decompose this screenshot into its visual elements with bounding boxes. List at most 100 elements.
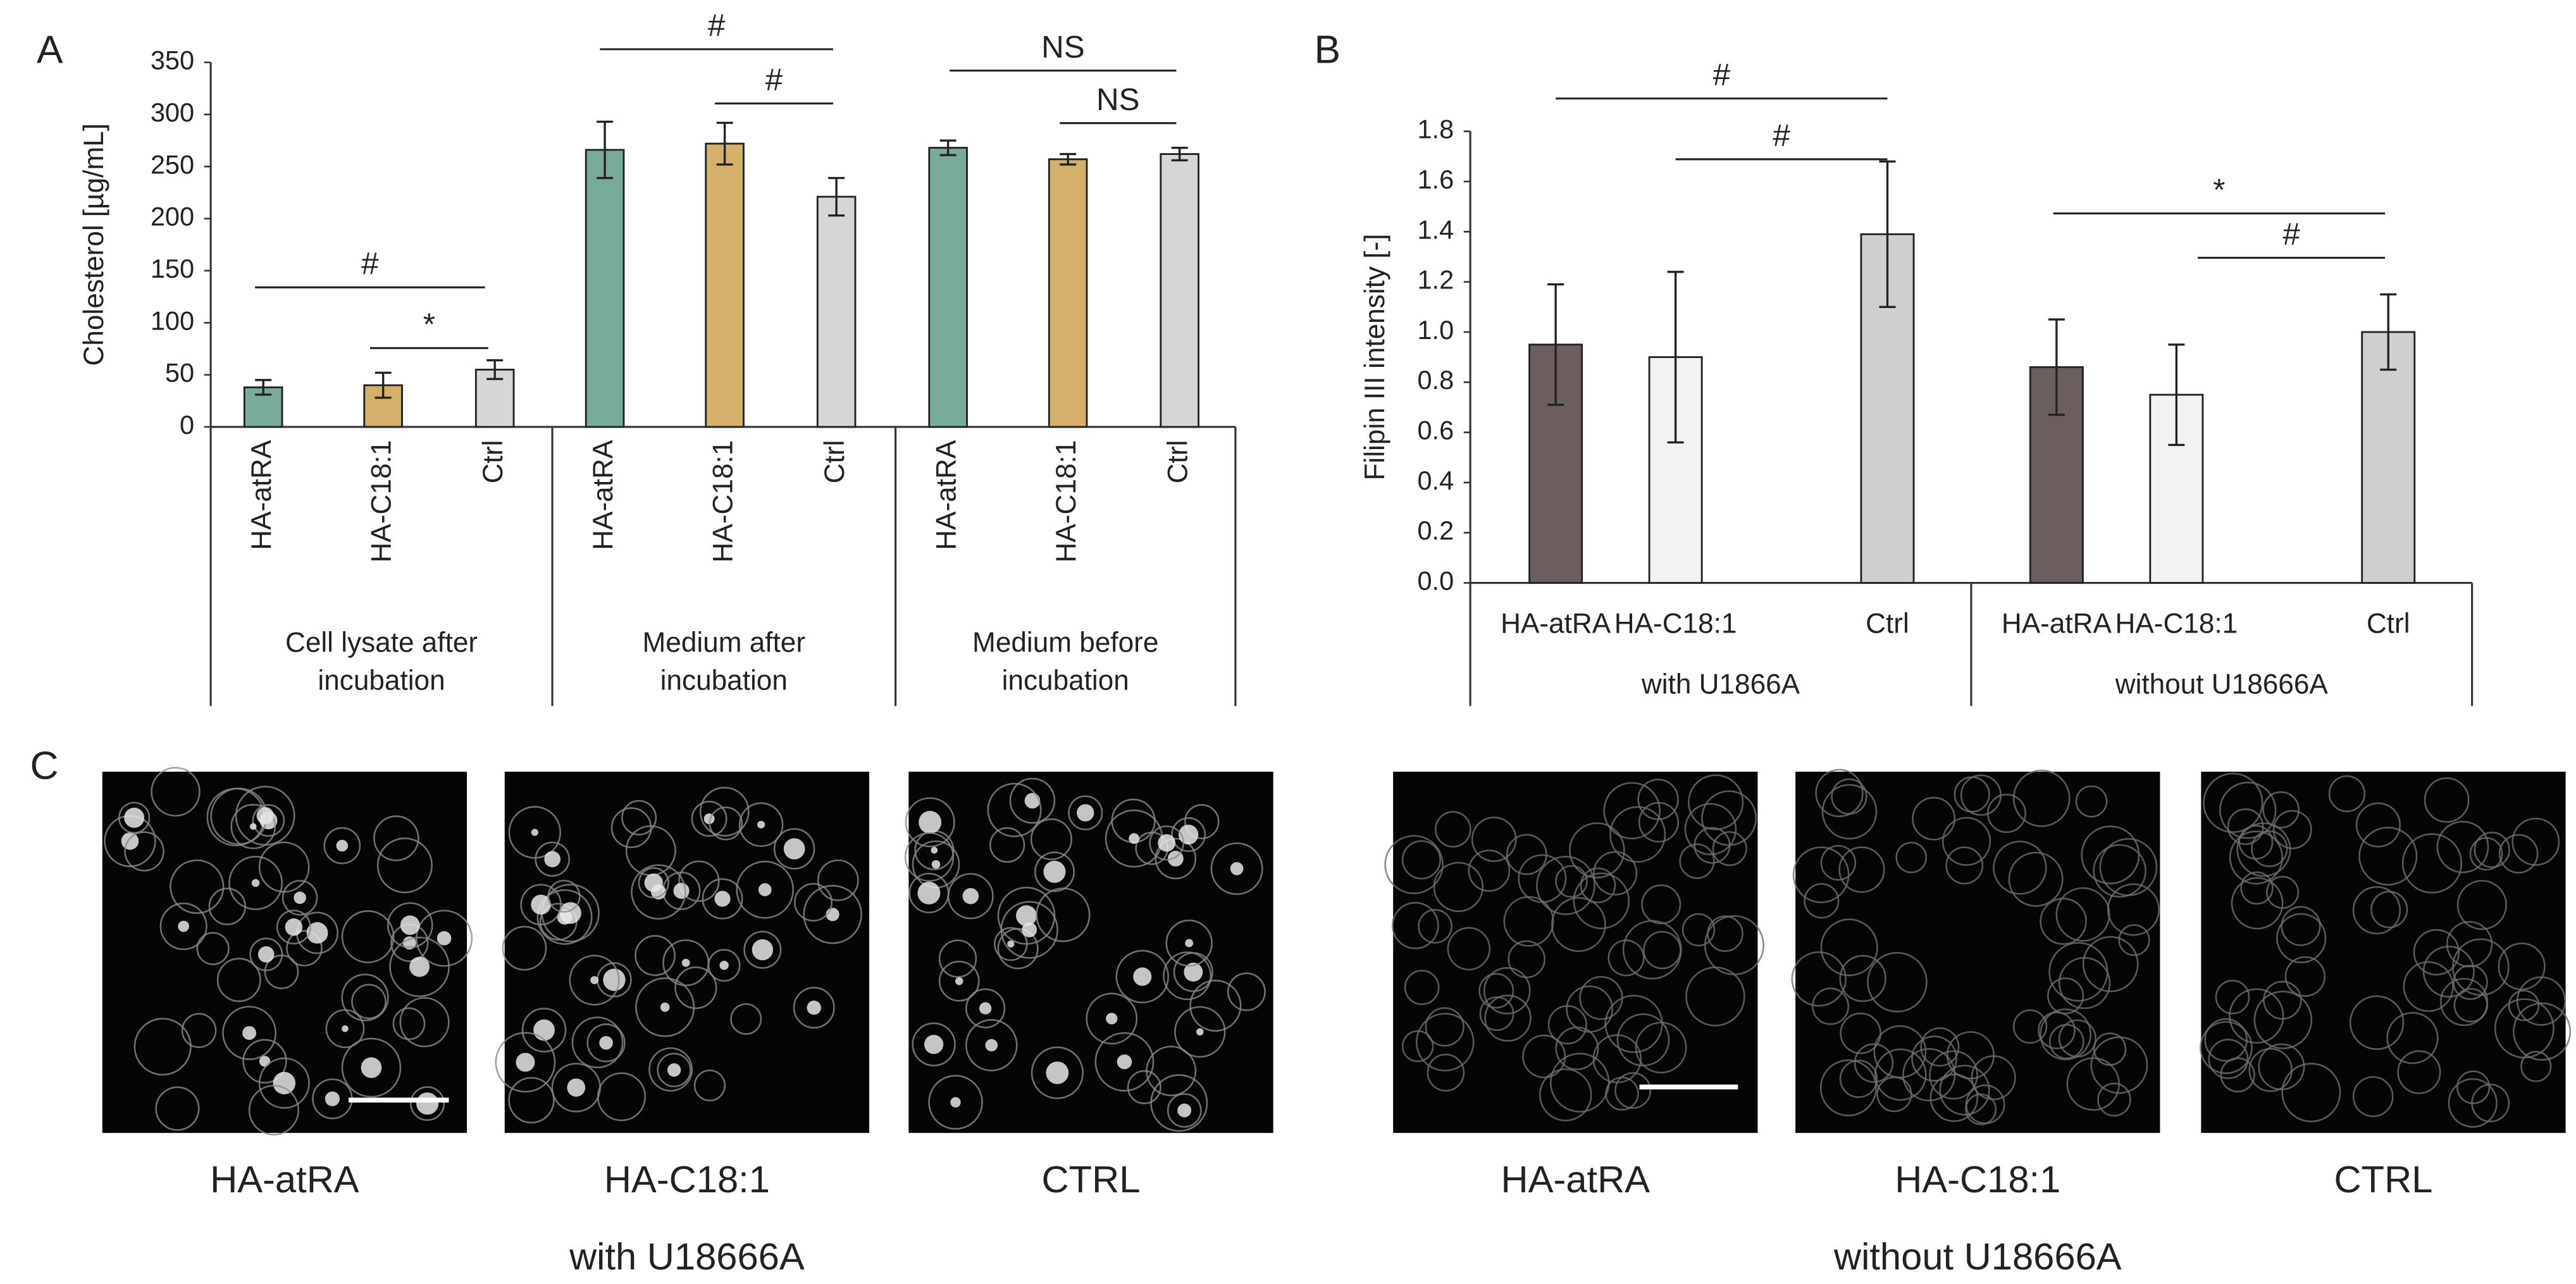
cell: [2058, 957, 2111, 1009]
cell: [1127, 1070, 1161, 1104]
vesicle: [673, 882, 690, 899]
cell: [2403, 961, 2454, 1012]
y-tick-label: 300: [151, 97, 194, 127]
significance-label: NS: [1041, 30, 1085, 65]
cell: [1483, 967, 1531, 1015]
bar: [585, 149, 625, 428]
vesicle: [516, 1053, 535, 1072]
cell: [709, 806, 743, 841]
cell: [938, 960, 980, 1002]
cell: [1401, 840, 1441, 880]
cell: [508, 1077, 555, 1124]
vesicle: [667, 1063, 681, 1077]
cell: [1792, 846, 1850, 903]
cell: [228, 856, 283, 910]
cell: [1549, 1053, 1610, 1113]
cell: [151, 767, 201, 817]
vesicle: [1129, 833, 1140, 844]
image-label: HA-C18:1: [604, 1158, 770, 1201]
group-label: without U18666A: [1833, 1235, 2122, 1278]
cell: [905, 797, 955, 848]
cell: [1478, 973, 1514, 1009]
cell: [2203, 772, 2263, 833]
y-tick-label: 50: [165, 358, 194, 388]
panel-letter: C: [30, 744, 59, 787]
cell: [2253, 991, 2313, 1049]
cell: [1819, 1059, 1877, 1116]
vesicle: [285, 918, 303, 936]
cell: [2248, 1047, 2293, 1092]
cell: [1941, 817, 1991, 866]
cell: [2498, 834, 2539, 874]
cell: [928, 1075, 983, 1130]
vesicle: [437, 931, 452, 946]
cell: [1911, 1035, 1957, 1082]
cell: [904, 832, 955, 882]
cell: [1210, 842, 1263, 895]
cell: [341, 1037, 402, 1098]
cell: [631, 864, 686, 920]
bar: [705, 142, 745, 428]
cell: [702, 878, 743, 920]
cell: [1150, 1074, 1208, 1132]
cell: [2272, 810, 2312, 849]
cell: [1920, 1027, 1960, 1067]
cell: [216, 958, 261, 1003]
x-tick-label: HA-C18:1: [1051, 440, 1082, 563]
cell: [1603, 782, 1661, 839]
significance-label: #: [2282, 217, 2300, 252]
vesicle: [533, 1019, 555, 1041]
cell: [610, 807, 652, 848]
cell: [657, 1053, 691, 1087]
cell: [1604, 994, 1663, 1053]
cell: [1468, 849, 1511, 892]
cell: [2349, 995, 2405, 1050]
cell: [521, 1008, 567, 1053]
cell: [1812, 987, 1850, 1025]
y-tick-label: 1.6: [1417, 164, 1454, 194]
cell: [2413, 929, 2460, 976]
y-tick-label: 1.0: [1417, 315, 1454, 345]
cell: [1484, 994, 1532, 1042]
x-tick-label: HA-C18:1: [1614, 608, 1737, 639]
vesicle: [1043, 860, 1066, 883]
cell: [1569, 822, 1625, 879]
vesicle: [757, 820, 765, 829]
cell: [1605, 1077, 1639, 1111]
x-tick-label: HA-atRA: [246, 440, 277, 550]
cell: [242, 1039, 287, 1084]
cell: [1447, 927, 1491, 971]
micrograph: [504, 772, 870, 1133]
cell: [1791, 951, 1847, 1007]
cell: [621, 799, 657, 836]
vesicle: [1230, 862, 1244, 875]
vesicle: [121, 832, 139, 850]
cell: [1902, 1048, 1956, 1102]
vesicle: [783, 838, 805, 860]
y-axis-label: Filipin III intensity [-]: [1359, 234, 1390, 481]
cell: [1840, 1012, 1881, 1054]
vesicle: [294, 891, 306, 904]
cell: [2200, 1021, 2253, 1075]
cell: [248, 1085, 299, 1136]
vesicle: [544, 851, 560, 868]
cell: [2208, 1039, 2249, 1080]
cell: [2204, 1018, 2248, 1062]
vesicle: [714, 891, 731, 907]
vesicle: [1007, 940, 1015, 948]
cell: [586, 1023, 626, 1063]
vesicle: [1185, 939, 1194, 948]
cell: [743, 930, 782, 969]
cell: [2352, 1076, 2394, 1118]
vesicle: [950, 1097, 961, 1108]
cell: [118, 801, 151, 834]
cell: [1704, 915, 1764, 975]
cell: [1418, 909, 1452, 944]
cell: [569, 954, 620, 1006]
cell: [678, 860, 720, 902]
y-tick-label: 0.2: [1417, 515, 1454, 545]
cell: [1971, 1055, 2016, 1101]
group-label: Medium after incubation: [642, 627, 806, 696]
x-tick-label: HA-atRA: [931, 440, 962, 550]
cell: [2448, 1078, 2498, 1128]
